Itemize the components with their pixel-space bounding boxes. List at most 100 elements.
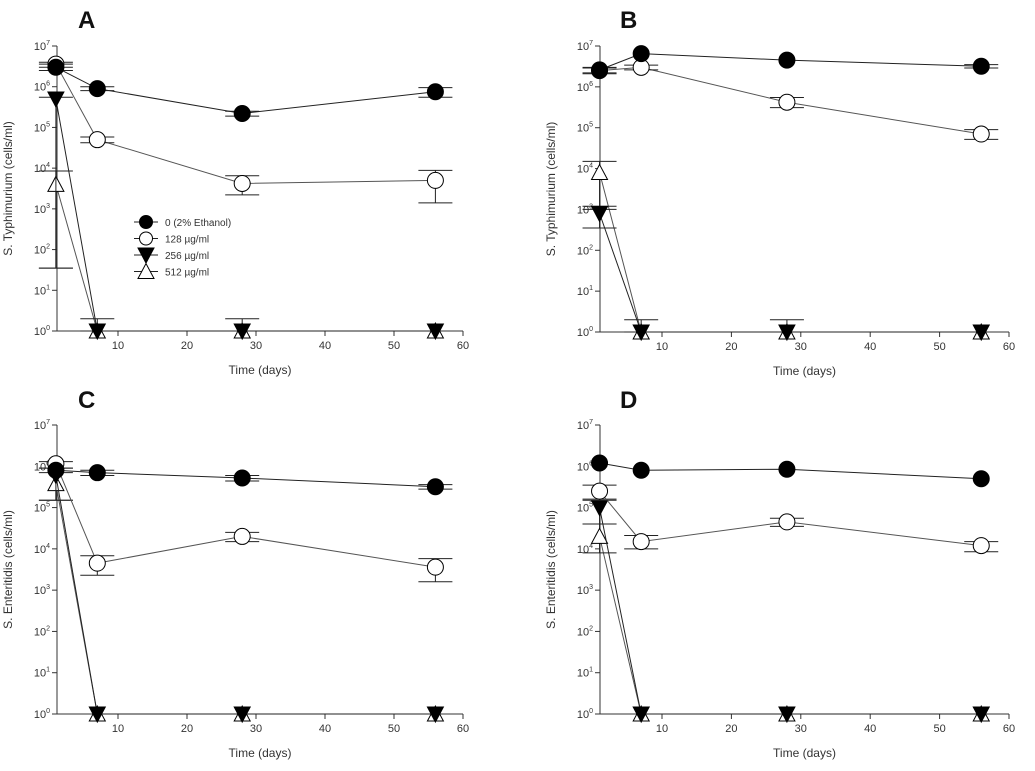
series-line [599,490,982,547]
y-tick-label: 101 [34,284,50,297]
data-point [972,57,990,75]
y-tick-label: 103 [34,203,50,216]
x-tick-label: 60 [457,340,469,352]
x-tick-label: 10 [656,723,668,735]
panel-c: C100101102103104105106107102030405060Tim… [1,387,469,760]
legend-label: 0 (2% Ethanol) [165,218,231,229]
panel-a: A 100 101 102 103 104 105 106 107 10 20 30 40 50 60 Tim… [1,7,469,377]
x-axis-label: Time (days) [229,746,292,760]
data-point [778,93,796,111]
series-line [55,98,436,332]
x-tick-label: 30 [250,340,262,352]
series-line [55,475,436,715]
data-point [972,537,990,555]
data-point [590,527,609,544]
x-tick-label: 20 [725,723,737,735]
x-tick-label: 20 [181,723,193,735]
data-point [972,470,990,488]
y-axis-label: S. Enteritidis (cells/ml) [544,510,558,629]
series-256-g-ml [582,205,991,342]
x-tick-label: 50 [388,723,400,735]
data-point [233,469,251,487]
y-tick-label: 100 [34,708,50,721]
series-0-2-ethanol- [47,461,453,496]
data-point [88,131,106,149]
data-point [88,706,107,724]
data-point [233,527,251,545]
y-tick-label: 106 [577,460,593,473]
y-tick-label: 105 [577,502,593,515]
legend-marker [139,215,153,229]
y-tick-label: 102 [577,244,593,257]
x-tick-label: 50 [388,340,400,352]
series-128-g-ml [38,455,453,583]
y-tick-label: 107 [34,419,50,432]
series-512-g-ml [38,472,445,722]
series-256-g-ml [38,467,445,724]
data-point [426,558,444,576]
series-256-g-ml [38,91,445,341]
series-line [599,507,982,715]
data-point [632,706,651,724]
series-line [599,213,982,333]
data-point [632,533,650,551]
data-point [778,324,796,342]
y-tick-label: 101 [577,667,593,680]
y-tick-label: 107 [577,40,593,53]
y-tick-label: 103 [34,584,50,597]
series-line [55,469,436,488]
y-tick-label: 104 [577,543,593,556]
data-point [47,461,65,479]
x-tick-label: 20 [725,341,737,353]
legend-marker [137,262,155,279]
data-point [972,324,991,342]
x-tick-label: 60 [1003,723,1015,735]
data-point [632,324,651,342]
data-point [47,58,65,76]
series-512-g-ml [582,523,991,722]
x-axis-label: Time (days) [229,363,292,377]
data-point [972,125,990,143]
legend-marker [137,247,155,265]
y-tick-label: 102 [34,244,50,257]
x-tick-label: 60 [457,723,469,735]
panel-d: D 100 101 102 103 104 105 106 107 10 20 30 40 50 60 Tim… [544,387,1015,760]
panel-label: B [620,7,637,34]
x-tick-label: 50 [933,341,945,353]
panel-label: C [78,387,95,414]
y-tick-label: 104 [34,543,50,556]
series-line [599,66,982,135]
x-tick-label: 40 [319,723,331,735]
data-point [632,45,650,63]
data-point [88,80,106,98]
x-tick-label: 50 [933,723,945,735]
x-tick-label: 10 [112,340,124,352]
data-point [88,464,106,482]
series-line [55,483,436,715]
data-point [591,454,609,472]
x-tick-label: 40 [864,723,876,735]
series-512-g-ml [582,160,991,340]
y-axis-label: S. Typhimurium (cells/ml) [544,122,558,256]
x-axis-label: Time (days) [773,746,836,760]
y-tick-label: 102 [577,625,593,638]
y-tick-label: 102 [34,625,50,638]
y-tick-label: 100 [34,325,50,338]
y-tick-label: 105 [34,121,50,134]
data-point [590,205,609,223]
data-point [88,554,106,572]
legend-marker [139,231,153,246]
legend: 0 (2% Ethanol) 128 µg/ml 256 µg/ml 512 µg/m… [134,215,231,279]
series-line [599,462,982,480]
y-tick-label: 103 [577,584,593,597]
x-tick-label: 30 [795,723,807,735]
panel-label: D [620,387,637,414]
data-point [426,706,445,724]
legend-label: 128 µg/ml [165,235,209,246]
series-line [55,63,436,184]
data-point [233,174,251,192]
series-line [599,172,982,333]
data-point [47,91,65,109]
